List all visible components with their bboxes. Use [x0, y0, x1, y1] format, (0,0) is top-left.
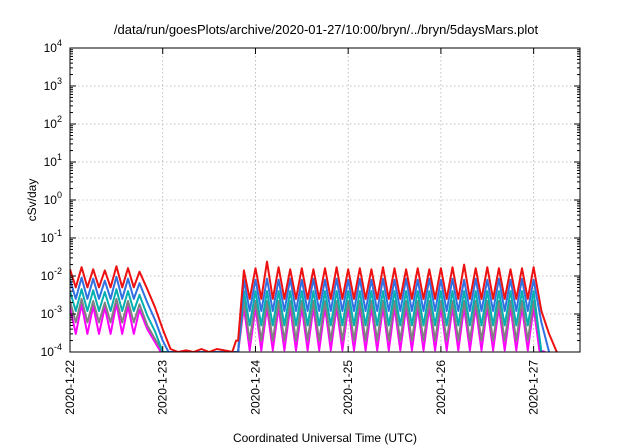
y-tick-label: 102: [44, 114, 62, 131]
y-tick-label: 101: [44, 152, 62, 169]
chart-title: /data/run/goesPlots/archive/2020-01-27/1…: [114, 22, 539, 37]
y-tick-label: 10-2: [41, 266, 62, 283]
x-tick-label: 2020-1-22: [63, 360, 77, 415]
y-tick-label: 10-3: [41, 304, 62, 321]
x-tick-label: 2020-1-25: [341, 360, 355, 415]
y-tick-label: 100: [44, 190, 62, 207]
grid: [70, 48, 580, 352]
series-line-2: [70, 297, 543, 352]
y-tick-label: 104: [44, 38, 62, 55]
y-tick-label: 10-1: [41, 228, 62, 245]
x-tick-label: 2020-1-27: [527, 360, 541, 415]
y-tick-label: 10-4: [41, 342, 62, 359]
x-tick-label: 2020-1-23: [156, 360, 170, 415]
x-tick-label: 2020-1-26: [434, 360, 448, 415]
y-axis-label: cSv/day: [25, 179, 39, 222]
x-axis: 2020-1-22 2020-1-23 2020-1-24 2020-1-25 2020…: [63, 48, 541, 415]
x-axis-label: Coordinated Universal Time (UTC): [233, 431, 417, 445]
plot-area: [70, 260, 558, 352]
series-line-4: [70, 275, 551, 352]
series-line-3: [70, 288, 543, 352]
y-tick-label: 103: [44, 76, 62, 93]
x-tick-label: 2020-1-24: [248, 360, 262, 415]
y-axis: 10-4 10-3 10-2 10-1 100 101 102 103 104: [41, 38, 580, 359]
series-line-5: [70, 260, 558, 352]
